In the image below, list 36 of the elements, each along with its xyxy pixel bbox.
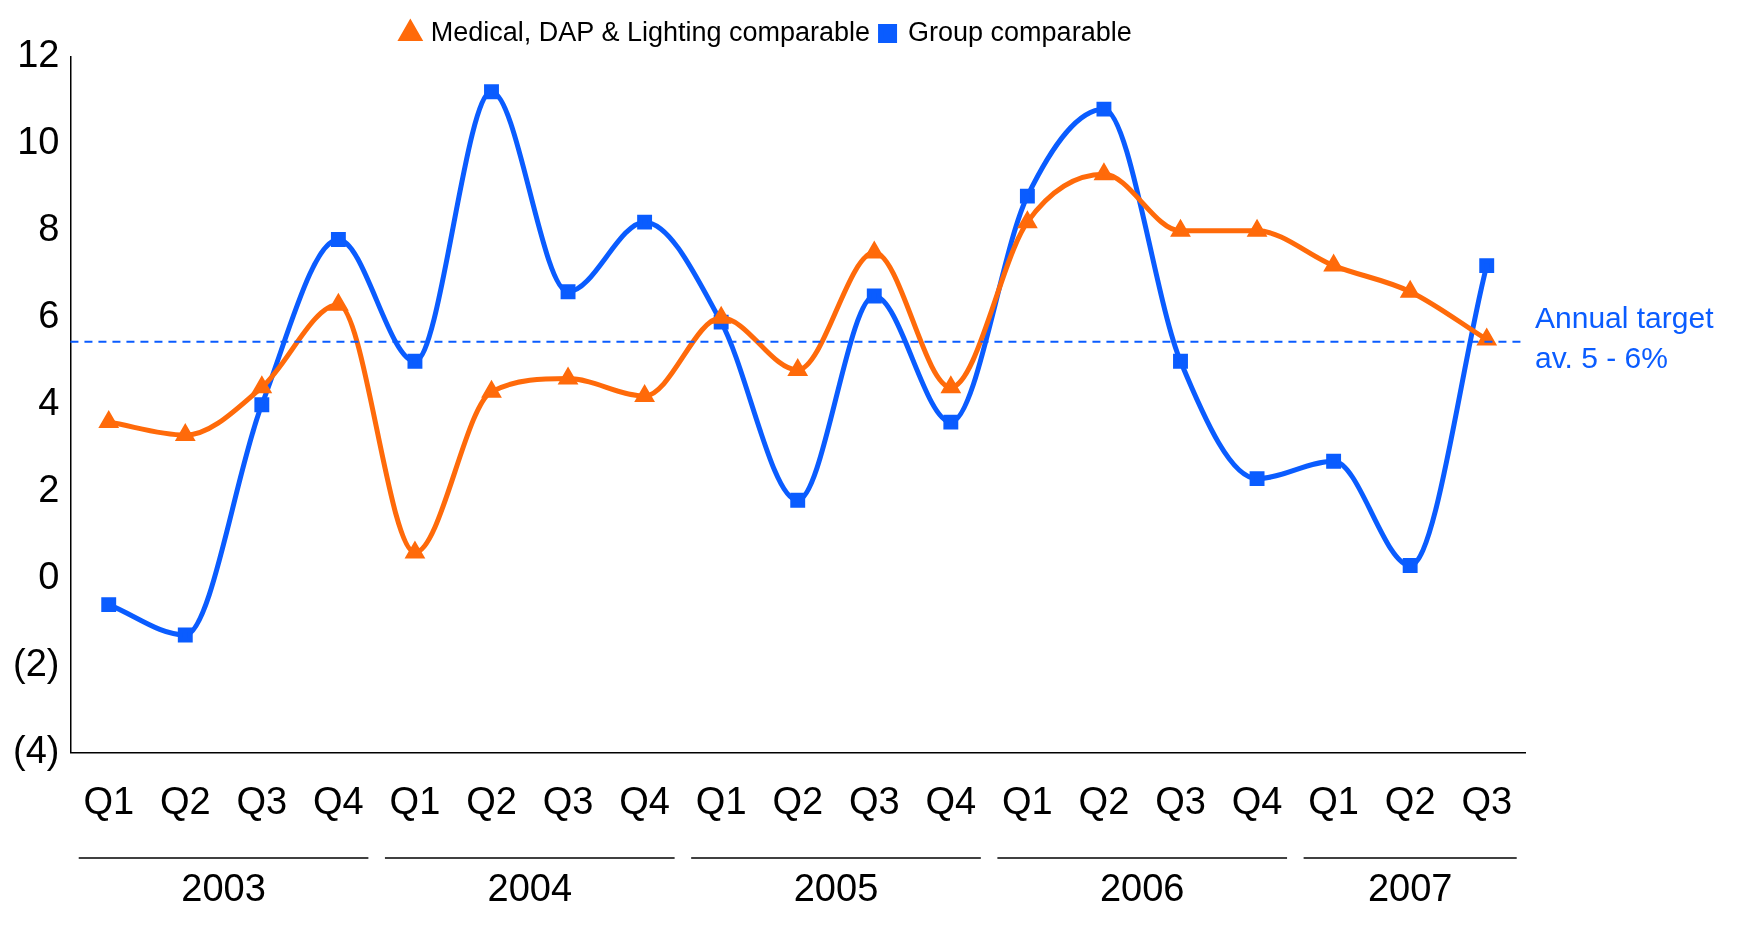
x-tick-label: Q1 — [83, 779, 135, 822]
x-tick-label: Q1 — [695, 779, 747, 822]
x-tick-label: Q4 — [313, 779, 364, 822]
y-tick-label: 8 — [38, 207, 60, 250]
text: 2003 — [181, 867, 266, 910]
y-tick-label: (4) — [12, 728, 60, 771]
x-tick-label: Q2 — [1078, 779, 1130, 822]
y-tick-label: 0 — [38, 555, 60, 598]
x-tick-label: Q4 — [925, 779, 977, 822]
x-tick-label: Q2 — [159, 779, 211, 822]
x-tick-label: Q2 — [466, 779, 517, 822]
y-tick-label: 4 — [38, 381, 60, 424]
x-tick-label: Q3 — [542, 779, 594, 822]
text: 2007 — [1367, 867, 1453, 910]
text: 2004 — [487, 867, 573, 910]
ref-line-label: Annual target av. 5 - 6% — [1535, 300, 1715, 374]
x-tick-label: Q1 — [389, 779, 441, 822]
x-tick-label: Q2 — [772, 779, 824, 822]
x-tick-label: Q4 — [1231, 779, 1283, 822]
x-tick-label: Q1 — [1002, 779, 1053, 822]
x-tick-label: Q3 — [1461, 779, 1513, 822]
x-tick-label: Q1 — [1308, 779, 1359, 822]
x-tick-label: Q3 — [848, 779, 900, 822]
y-tick-label: 12 — [17, 33, 60, 76]
text: 2006 — [1099, 867, 1185, 910]
text: 2005 — [793, 867, 879, 910]
y-tick-label: 6 — [38, 294, 60, 337]
x-tick-label: Q2 — [1384, 779, 1436, 822]
legend-label: Medical, DAP & Lighting comparable — [430, 16, 871, 47]
y-tick-label: 2 — [38, 468, 60, 511]
y-tick-label: (2) — [12, 641, 60, 684]
x-tick-label: Q4 — [619, 779, 670, 822]
y-tick-label: 10 — [17, 120, 60, 163]
legend-label: Group comparable — [908, 16, 1132, 47]
x-tick-label: Q3 — [1155, 779, 1206, 822]
x-tick-label: Q3 — [236, 779, 288, 822]
